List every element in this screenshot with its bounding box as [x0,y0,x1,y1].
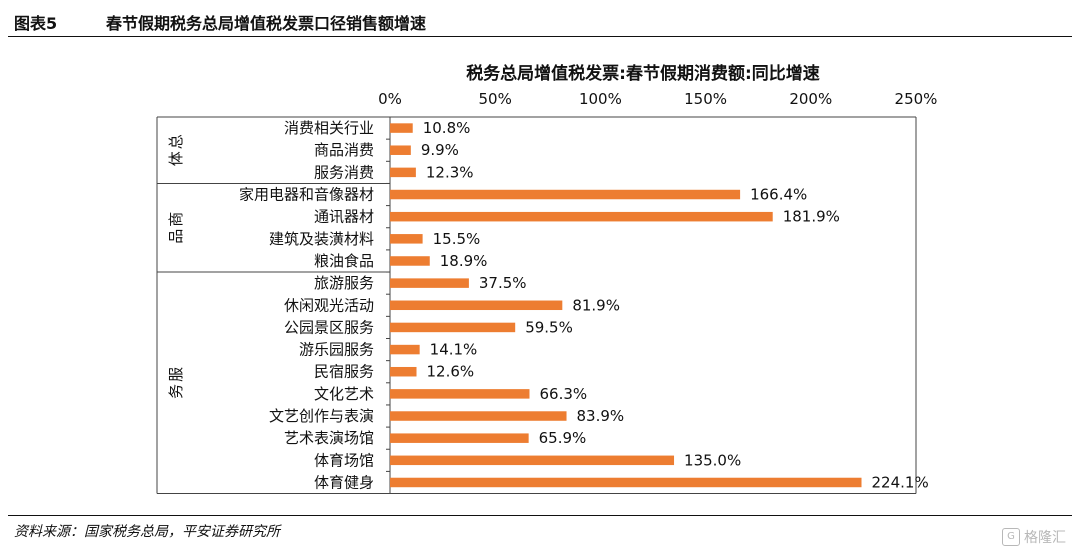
group-label: 总 [167,134,185,149]
watermark-text: 格隆汇 [1024,530,1066,546]
chart-title: 税务总局增值税发票:春节假期消费额:同比增速 [466,63,820,84]
data-label: 12.3% [426,163,474,181]
x-tick-label: 100% [579,90,622,108]
category-label: 体育场馆 [314,451,374,469]
category-label: 消费相关行业 [284,119,374,137]
category-label: 家用电器和音像器材 [239,186,374,204]
x-tick-label: 50% [479,90,512,108]
bar [390,211,773,222]
data-label: 224.1% [872,473,929,491]
group-label: 服 [167,367,185,382]
data-label: 66.3% [539,385,587,403]
data-label: 59.5% [525,318,573,336]
bar [390,433,529,443]
data-label: 181.9% [783,208,840,226]
bar [390,256,430,266]
figure-title: 春节假期税务总局增值税发票口径销售额增速 [106,14,427,33]
footer-divider [8,515,1072,516]
category-label: 游乐园服务 [299,341,374,359]
bar [390,234,423,244]
bar [390,300,563,311]
x-tick-label: 150% [684,90,727,108]
category-label: 商品消费 [314,141,374,159]
x-tick-label: 200% [789,90,832,108]
bar [390,278,469,288]
bar [390,477,862,488]
figure-number: 图表5 [14,14,58,33]
x-tick-label: 0% [378,90,402,108]
watermark: G 格隆汇 [1002,527,1066,547]
group-label: 品 [167,229,185,244]
data-label: 135.0% [684,451,741,469]
data-label: 81.9% [572,296,620,314]
category-label: 体育健身 [314,473,374,491]
category-label: 粮油食品 [314,252,374,270]
data-label: 14.1% [430,341,478,359]
bar [390,145,411,155]
group-label: 商 [167,212,185,227]
category-label: 旅游服务 [314,274,374,292]
source-note: 资料来源：国家税务总局，平安证券研究所 [14,524,280,540]
group-label: 体 [167,151,185,166]
data-label: 166.4% [750,186,807,204]
watermark-logo-icon: G [1002,528,1020,546]
bar [390,344,420,355]
bar [390,322,516,333]
data-label: 10.8% [423,119,471,137]
figure-header: 图表5 春节假期税务总局增值税发票口径销售额增速 [8,6,1072,37]
category-label: 公园景区服务 [284,318,374,336]
data-label: 9.9% [421,141,459,159]
data-label: 37.5% [479,274,527,292]
bar [390,411,567,421]
bar [390,455,675,466]
group-label: 务 [167,384,185,399]
bar [390,389,530,399]
data-label: 65.9% [539,429,587,447]
bar [390,366,417,377]
data-label: 18.9% [440,252,488,270]
category-label: 民宿服务 [314,363,374,381]
category-label: 艺术表演场馆 [284,429,374,447]
bar [390,123,413,133]
category-label: 服务消费 [314,163,374,181]
category-label: 休闲观光活动 [284,296,374,314]
bar [390,167,416,178]
x-tick-label: 250% [895,90,938,108]
data-label: 15.5% [433,230,481,248]
data-label: 83.9% [577,407,625,425]
bar [390,189,741,200]
category-label: 建筑及装潢材料 [269,230,374,248]
category-label: 通讯器材 [314,208,374,226]
data-label: 12.6% [427,363,475,381]
category-label: 文艺创作与表演 [269,407,374,425]
category-label: 文化艺术 [314,385,374,403]
